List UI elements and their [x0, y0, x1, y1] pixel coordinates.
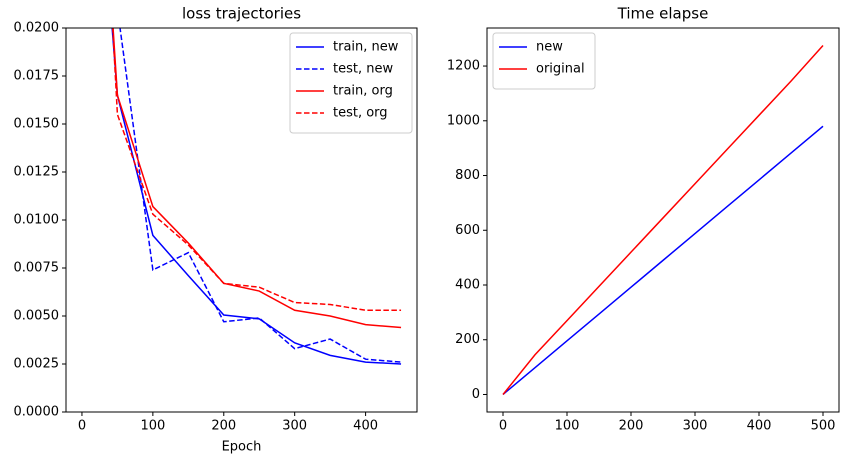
- x-tick-label: 400: [353, 419, 378, 434]
- chart-title: Time elapse: [617, 5, 709, 23]
- y-tick-label: 0: [472, 387, 480, 402]
- y-tick-label: 0.0150: [14, 117, 60, 132]
- y-tick-label: 0.0075: [14, 261, 60, 276]
- axes-frame: [65, 27, 418, 413]
- legend-label: new: [536, 40, 563, 55]
- x-tick-label: 300: [683, 419, 708, 434]
- series-line: [502, 125, 824, 396]
- y-tick-label: 600: [455, 223, 480, 238]
- legend-label: train, new: [333, 40, 399, 55]
- plot-area: [502, 45, 824, 396]
- y-tick-label: 1000: [447, 113, 480, 128]
- x-tick-label: 300: [282, 419, 307, 434]
- legend-box: [289, 32, 413, 134]
- x-tick-label: 0: [78, 419, 86, 434]
- y-tick-label: 0.0125: [14, 165, 60, 180]
- y-tick-label: 1200: [447, 59, 480, 74]
- y-tick-label: 0.0100: [14, 213, 60, 228]
- x-tick-label: 500: [811, 419, 836, 434]
- x-tick-label: 400: [747, 419, 772, 434]
- series-line: [112, 28, 402, 311]
- legend-label: test, org: [333, 106, 388, 121]
- y-tick-label: 0.0200: [14, 21, 60, 36]
- y-tick-label: 200: [455, 332, 480, 347]
- axes-frame: [486, 27, 840, 413]
- legend-label: original: [536, 62, 585, 77]
- y-tick-label: 800: [455, 168, 480, 183]
- legend: new original: [492, 32, 596, 90]
- y-tick-label: 0.0025: [14, 357, 60, 372]
- y-tick-label: 400: [455, 278, 480, 293]
- legend-label: test, new: [333, 62, 393, 77]
- y-tick-label: 0.0175: [14, 69, 60, 84]
- x-tick-label: 100: [555, 419, 580, 434]
- x-axis-label: Epoch: [222, 440, 262, 455]
- plot-area: [111, 28, 402, 365]
- legend-label: train, org: [333, 84, 393, 99]
- y-tick-label: 0.0000: [14, 405, 60, 420]
- series-line: [112, 28, 402, 329]
- series-line: [119, 28, 402, 363]
- series-line: [502, 45, 824, 395]
- x-tick-label: 0: [499, 419, 507, 434]
- x-tick-label: 100: [140, 419, 165, 434]
- x-tick-label: 200: [211, 419, 236, 434]
- legend: train, new test, new train, org test, org: [289, 32, 413, 134]
- chart-title: loss trajectories: [182, 5, 301, 23]
- y-tick-label: 0.0050: [14, 309, 60, 324]
- x-tick-label: 200: [619, 419, 644, 434]
